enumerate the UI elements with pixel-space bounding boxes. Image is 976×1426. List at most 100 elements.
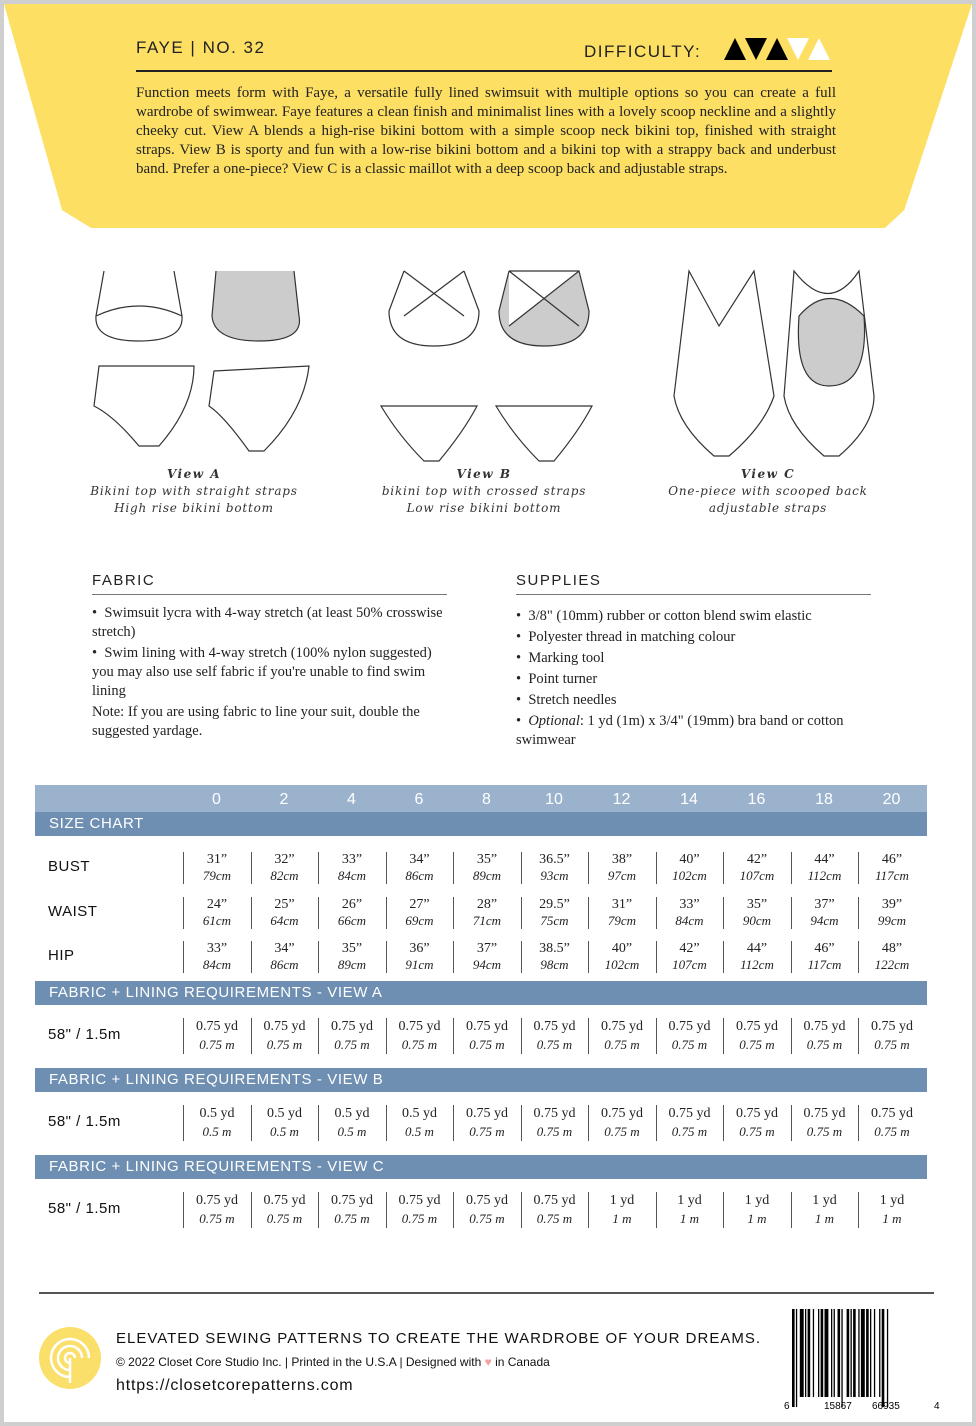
fabric-heading: FABRIC bbox=[92, 572, 447, 595]
cm-value: 86cm bbox=[270, 957, 299, 972]
yardage-cell: 0.5 yd 0.5 m bbox=[183, 1105, 250, 1141]
requirements-bar: FABRIC + LINING REQUIREMENTS - VIEW C bbox=[35, 1155, 927, 1179]
supplies-heading: SUPPLIES bbox=[516, 572, 871, 595]
barcode: 6 15867 66935 4 bbox=[784, 1309, 940, 1411]
measurement-cell: 31” 79cm bbox=[588, 897, 655, 929]
inches-value: 29.5” bbox=[539, 897, 570, 912]
barcode-bar bbox=[833, 1309, 835, 1397]
yardage-cell: 0.75 yd 0.75 m bbox=[520, 1105, 588, 1141]
requirements-bar: FABRIC + LINING REQUIREMENTS - VIEW B bbox=[35, 1068, 927, 1092]
view-a-caption: View A Bikini top with straight straps Hig… bbox=[64, 466, 324, 517]
measurement-cell: 26” 66cm bbox=[318, 897, 385, 929]
inches-value: 35” bbox=[476, 852, 498, 867]
measurement-cell: 25” 64cm bbox=[250, 897, 318, 929]
inches-value: 38” bbox=[611, 852, 633, 867]
yards-value: 1 yd bbox=[812, 1193, 837, 1208]
meters-value: 0.75 m bbox=[536, 1037, 573, 1052]
yards-value: 0.75 yd bbox=[871, 1106, 913, 1121]
cm-value: 89cm bbox=[472, 868, 502, 883]
cm-value: 107cm bbox=[672, 957, 707, 972]
cm-value: 97cm bbox=[607, 868, 637, 883]
yards-value: 0.75 yd bbox=[533, 1193, 576, 1208]
cm-value: 98cm bbox=[540, 957, 569, 972]
view-b-illustration bbox=[379, 269, 593, 462]
meters-value: 0.75 m bbox=[874, 1124, 910, 1139]
meters-value: 0.75 m bbox=[671, 1037, 708, 1052]
yards-value: 0.75 yd bbox=[533, 1019, 576, 1034]
measurement-cell: 33” 84cm bbox=[183, 941, 250, 973]
view-a-illustration bbox=[93, 270, 310, 452]
cm-value: 91cm bbox=[405, 957, 434, 972]
inches-value: 37” bbox=[814, 897, 835, 912]
meters-value: 0.75 m bbox=[199, 1211, 235, 1226]
measurement-label: WAIST bbox=[48, 903, 98, 920]
barcode-bar bbox=[799, 1309, 804, 1397]
yards-value: 1 yd bbox=[609, 1193, 635, 1208]
view-a-line2: High rise bikini bottom bbox=[114, 501, 274, 515]
view-b-name: View B bbox=[456, 467, 512, 481]
yardage-cell: 0.5 yd 0.5 m bbox=[385, 1105, 453, 1141]
yardage-cell: 1 yd 1 m bbox=[858, 1192, 925, 1228]
meters-value: 0.75 m bbox=[874, 1037, 910, 1052]
fabric-width-label: 58" / 1.5m bbox=[48, 1200, 121, 1217]
cm-value: 117cm bbox=[875, 868, 909, 883]
yardage-cell: 0.75 yd 0.75 m bbox=[183, 1018, 250, 1054]
measurement-cell: 32” 82cm bbox=[250, 852, 318, 884]
meters-value: 1 m bbox=[814, 1211, 835, 1226]
yards-value: 0.75 yd bbox=[398, 1193, 441, 1208]
meters-value: 0.75 m bbox=[739, 1037, 775, 1052]
view-c-line2: adjustable straps bbox=[708, 501, 828, 515]
yards-value: 0.75 yd bbox=[466, 1019, 508, 1034]
yardage-cell: 0.75 yd 0.75 m bbox=[318, 1018, 385, 1054]
measurement-cell: 42” 107cm bbox=[723, 852, 790, 884]
yards-value: 0.75 yd bbox=[736, 1106, 778, 1121]
inches-value: 26” bbox=[341, 897, 363, 912]
barcode-bar bbox=[853, 1309, 856, 1397]
measurement-cell: 46” 117cm bbox=[858, 852, 925, 884]
measurement-cell: 34” 86cm bbox=[250, 941, 318, 973]
cm-value: 75cm bbox=[540, 913, 569, 928]
yards-value: 0.75 yd bbox=[736, 1019, 778, 1034]
view-b-line1: bikini top with crossed straps bbox=[381, 484, 587, 498]
size-column-header: 6 bbox=[414, 791, 424, 808]
description-banner bbox=[4, 4, 972, 228]
supplies-list: • 3/8" (10mm) rubber or cotton blend swi… bbox=[516, 608, 844, 748]
meters-value: 0.75 m bbox=[469, 1037, 505, 1052]
yards-value: 0.75 yd bbox=[668, 1019, 711, 1034]
barcode-bar bbox=[881, 1309, 885, 1407]
inches-value: 42” bbox=[679, 941, 700, 956]
yardage-cell: 0.75 yd 0.75 m bbox=[453, 1192, 520, 1228]
difficulty-triangles-icon bbox=[724, 38, 830, 60]
yards-value: 0.75 yd bbox=[331, 1019, 373, 1034]
yardage-cell: 0.75 yd 0.75 m bbox=[790, 1105, 858, 1141]
view-c-illustration bbox=[673, 269, 875, 457]
fabric-item: Swim lining with 4-way stretch (100% nyl… bbox=[92, 645, 432, 699]
barcode-bar bbox=[824, 1309, 829, 1397]
size-column-header: 12 bbox=[612, 791, 631, 808]
pattern-title: FAYE | NO. 32 bbox=[136, 38, 266, 57]
copyright-text-2: in Canada bbox=[495, 1355, 550, 1369]
cm-value: 112cm bbox=[740, 957, 774, 972]
measurement-cell: 35” 89cm bbox=[453, 852, 520, 884]
yards-value: 1 yd bbox=[744, 1193, 770, 1208]
size-column-header: 8 bbox=[482, 791, 491, 808]
meters-value: 0.5 m bbox=[270, 1124, 299, 1139]
inches-value: 32” bbox=[274, 852, 295, 867]
website-link[interactable]: https://closetcorepatterns.com bbox=[116, 1377, 354, 1394]
size-column-header: 14 bbox=[680, 791, 698, 808]
supply-optional-label: Optional bbox=[528, 713, 580, 729]
view-c-line1: One-piece with scooped back bbox=[668, 484, 868, 498]
barcode-digits: 4 bbox=[934, 1401, 940, 1411]
cm-value: 82cm bbox=[270, 868, 299, 883]
yards-value: 0.75 yd bbox=[601, 1019, 643, 1034]
barcode-bar bbox=[858, 1309, 860, 1397]
barcode-bar bbox=[837, 1309, 841, 1397]
measurement-label: BUST bbox=[48, 858, 91, 875]
cm-value: 93cm bbox=[540, 868, 569, 883]
yardage-cell: 0.75 yd 0.75 m bbox=[723, 1018, 790, 1054]
heart-icon: ♥ bbox=[484, 1355, 492, 1369]
measurement-cell: 37” 94cm bbox=[790, 897, 858, 929]
meters-value: 0.75 m bbox=[604, 1037, 640, 1052]
yardage-cell: 0.75 yd 0.75 m bbox=[183, 1192, 250, 1228]
cm-value: 112cm bbox=[807, 868, 842, 883]
